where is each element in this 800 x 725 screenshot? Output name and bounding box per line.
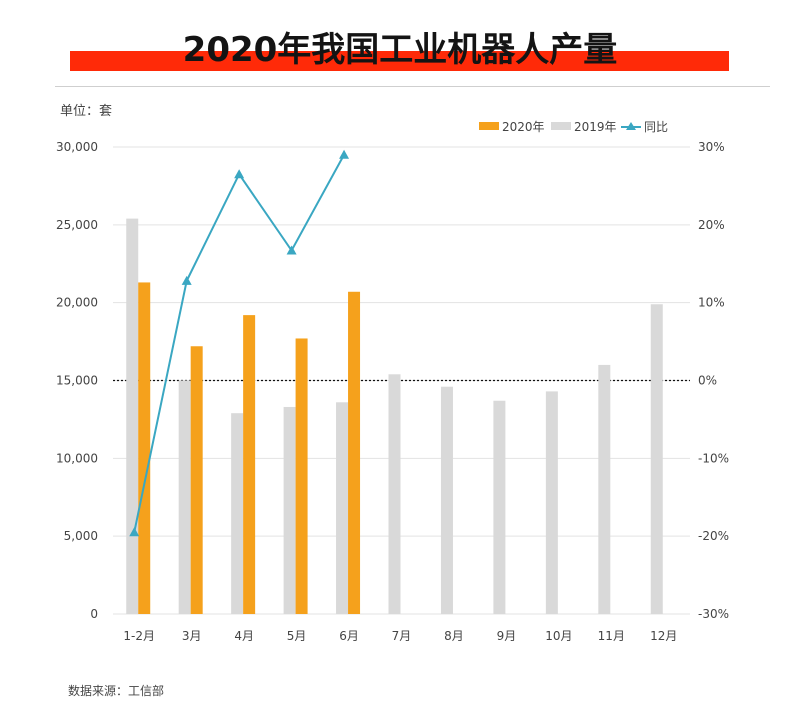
yoy-marker — [181, 275, 192, 285]
x-tick-label: 1-2月 — [123, 629, 155, 643]
x-tick-label: 3月 — [182, 629, 202, 643]
bar-2019 — [231, 413, 244, 614]
y-left-tick-label: 25,000 — [56, 218, 98, 232]
legend-swatch-2020 — [479, 122, 499, 130]
bar-2019 — [545, 391, 558, 614]
y-left-tick-label: 30,000 — [56, 140, 98, 154]
legend-label-2020: 2020年 — [502, 120, 545, 134]
y-right-tick-label: -30% — [698, 607, 729, 621]
yoy-marker — [339, 149, 350, 159]
x-tick-label: 7月 — [392, 629, 412, 643]
y-right-tick-label: 30% — [698, 140, 725, 154]
bar-2019 — [650, 304, 663, 614]
x-tick-label: 4月 — [234, 629, 254, 643]
chart-title: 2020年我国工业机器人产量 — [182, 30, 618, 70]
y-left-tick-label: 10,000 — [56, 451, 98, 465]
bar-2019 — [178, 380, 191, 614]
bar-2019 — [388, 374, 401, 614]
yoy-marker — [234, 169, 245, 179]
yoy-marker — [286, 245, 297, 255]
source-note: 数据来源：工信部 — [68, 684, 165, 698]
bar-2020 — [138, 282, 151, 614]
x-tick-label: 11月 — [598, 629, 625, 643]
bar-2019 — [493, 400, 506, 614]
x-tick-label: 5月 — [287, 629, 307, 643]
x-tick-label: 12月 — [650, 629, 677, 643]
yoy-marker — [129, 527, 140, 537]
legend-label-yoy: 同比 — [644, 120, 668, 134]
y-left-tick-label: 5,000 — [64, 529, 98, 543]
bar-2019 — [126, 218, 139, 614]
x-tick-label: 8月 — [444, 629, 464, 643]
bar-2020 — [295, 338, 308, 614]
bar-2019 — [598, 364, 611, 614]
legend-marker-yoy — [626, 122, 636, 130]
y-right-tick-label: -20% — [698, 529, 729, 543]
bar-2020 — [348, 291, 361, 614]
y-left-tick-label: 15,000 — [56, 374, 98, 388]
x-tick-label: 10月 — [545, 629, 572, 643]
title-divider — [55, 86, 770, 87]
y-right-tick-label: 20% — [698, 218, 725, 232]
bar-2020 — [190, 346, 203, 614]
x-tick-label: 6月 — [339, 629, 359, 643]
title-accent-bar — [70, 51, 729, 71]
y-left-tick-label: 20,000 — [56, 296, 98, 310]
legend-swatch-2019 — [551, 122, 571, 130]
bar-2019 — [283, 406, 296, 614]
bar-2020 — [243, 315, 256, 614]
unit-label: 单位：套 — [60, 104, 113, 119]
y-left-tick-label: 0 — [90, 607, 98, 621]
bar-2019 — [336, 402, 349, 614]
legend-label-2019: 2019年 — [574, 120, 617, 134]
y-right-tick-label: 10% — [698, 296, 725, 310]
y-right-tick-label: -10% — [698, 451, 729, 465]
x-tick-label: 9月 — [497, 629, 517, 643]
bar-2019 — [440, 386, 453, 614]
y-right-tick-label: 0% — [698, 374, 717, 388]
